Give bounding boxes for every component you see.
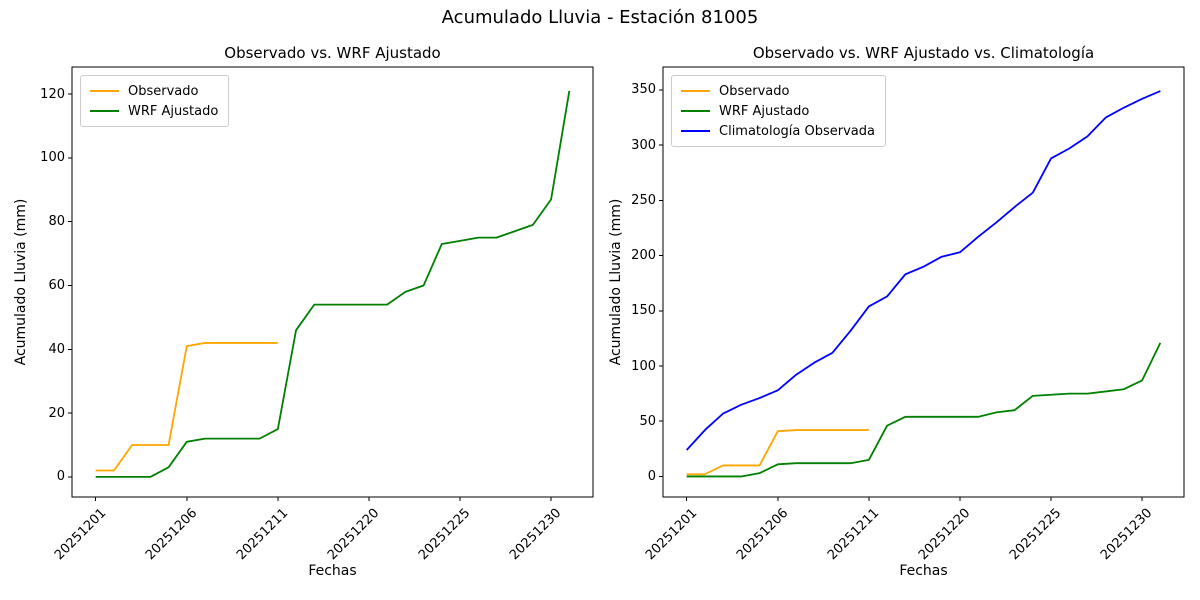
y-tick-label: 100 [40,150,65,166]
plot-area [71,66,594,498]
legend-item: Climatología Observada [681,121,875,141]
legend-label: Observado [128,83,199,99]
legend-item: WRF Ajustado [681,101,875,121]
y-tick-label: 250 [631,192,656,208]
legend-line-swatch [681,110,710,112]
right-chart-title: Observado vs. WRF Ajustado vs. Climatolo… [752,44,1095,62]
legend-line-swatch [90,110,119,112]
series-line-climatolog-a-observada [686,90,1161,451]
y-tick-label: 100 [631,358,656,374]
legend-line-swatch [90,90,119,92]
legend-label: Observado [719,83,790,99]
series-line-wrf-ajustado [95,90,571,478]
right-chart-legend: Observado WRF Ajustado Climatología Observ… [671,75,886,147]
y-tick-label: 40 [48,341,65,357]
y-tick-label: 150 [631,303,656,319]
y-tick-label: 50 [639,413,656,429]
left-chart-legend: Observado WRF Ajustado [80,75,230,127]
y-tick-label: 350 [631,82,656,98]
y-tick-label: 80 [48,214,65,230]
legend-item: Observado [90,81,218,101]
y-tick-label: 0 [56,469,65,485]
y-tick-label: 0 [647,468,656,484]
series-line-observado [95,342,278,472]
legend-item: Observado [681,81,875,101]
legend-label: WRF Ajustado [128,103,219,119]
legend-line-swatch [681,130,710,132]
y-tick-label: 120 [40,86,65,102]
left-chart-title: Observado vs. WRF Ajustado [224,44,441,62]
y-tick-label: 200 [631,248,656,264]
legend-label: WRF Ajustado [719,103,810,119]
legend-item: WRF Ajustado [90,101,218,121]
legend-line-swatch [681,90,710,92]
y-tick-label: 300 [631,137,656,153]
series-line-observado [686,429,869,476]
right-chart-xlabel: Fechas [899,563,948,579]
figure-suptitle: Acumulado Lluvia - Estación 81005 [441,7,759,28]
left-chart-xlabel: Fechas [308,563,357,579]
legend-label: Climatología Observada [719,123,875,139]
y-tick-label: 60 [48,278,65,293]
right-chart-ylabel: Acumulado Lluvia (mm) [608,198,624,366]
y-tick-label: 20 [48,405,65,421]
series-line-wrf-ajustado [686,342,1162,478]
